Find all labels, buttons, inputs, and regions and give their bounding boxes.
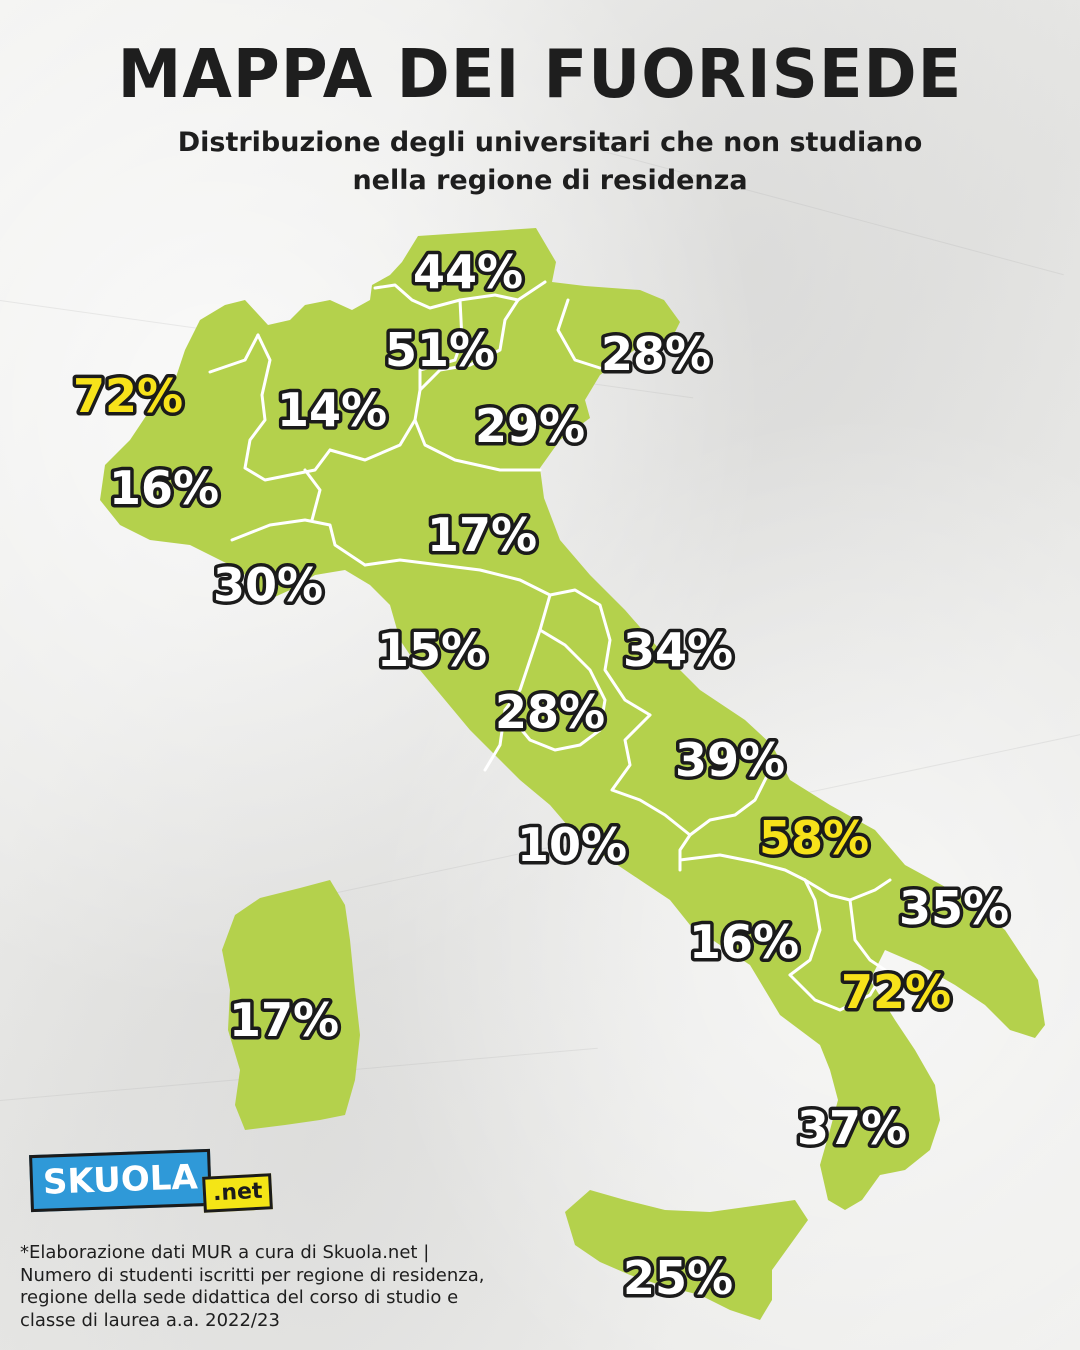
region-borders [208,280,892,1012]
page-title: MAPPA DEI FUORISEDE [117,36,963,114]
logo-brand: SKUOLA [29,1148,212,1213]
region-label-molise: 58% [759,811,869,865]
region-label-lazio: 10% [517,818,627,872]
region-label-friuli-venezia-giulia: 28% [601,327,711,381]
subtitle-line-1: Distribuzione degli universitari che non… [177,127,923,158]
border-toscana-north [363,558,552,597]
subtitle-line-2: nella regione di residenza [352,165,748,196]
border-molise-campania [678,853,807,882]
page-subtitle: Distribuzione degli universitari che non… [60,124,1040,200]
border-lazio [610,713,692,872]
border-piemonte-lombardia [243,333,332,482]
region-label-sardegna: 17% [229,993,339,1047]
sicily-shape [565,1190,808,1320]
map-land [100,228,1045,1320]
region-label-liguria: 30% [213,558,323,612]
region-label-basilicata: 72% [841,965,951,1019]
border-campania-basilicata [788,878,822,977]
region-label-lombardia-nord: 51% [385,323,495,377]
border-umbria [503,628,607,752]
footnote-line-1: *Elaborazione dati MUR a cura di Skuola.… [20,1242,430,1263]
region-label-puglia: 35% [899,881,1009,935]
skuola-logo: SKUOLA .net [29,1148,280,1213]
region-labels: 44% 51% 28% 72% 14% 29% 16% 17% 30% 15% 34% 28% 39% 1… [69,242,1012,1309]
region-label-emilia-romagna: 17% [427,508,537,562]
logo-suffix: .net [201,1173,274,1213]
border-emilia-toscana [303,468,322,522]
region-label-marche: 34% [623,623,733,677]
border-trentino [373,280,547,310]
border-lombardia-emilia [328,418,417,462]
region-label-toscana: 15% [377,623,487,677]
border-friuli [556,298,602,370]
region-label-lombardia: 14% [277,383,387,437]
border-basilicata-calabria [788,968,887,1012]
region-label-valle-d-aosta: 72% [73,369,183,423]
border-marche [548,588,652,717]
mainland-shape [100,228,1045,1210]
region-label-trentino-alto-adige: 44% [413,245,523,299]
border-veneto [413,298,542,472]
region-label-piemonte: 16% [109,461,219,515]
sardinia-shape [222,880,360,1130]
source-footnote: *Elaborazione dati MUR a cura di Skuola.… [20,1242,600,1332]
border-abruzzo-molise [688,768,772,837]
region-label-abruzzo: 39% [675,733,785,787]
footnote-line-3: regione della sede didattica del corso d… [20,1287,459,1308]
border-lombardia-north [418,298,464,392]
footnote-line-2: Numero di studenti iscritti per regione … [20,1264,485,1286]
border-basilicata-puglia [848,898,887,972]
region-label-calabria: 37% [797,1101,907,1155]
region-label-campania: 16% [689,915,799,969]
border-liguria [230,518,367,567]
region-label-sicilia: 25% [623,1251,733,1305]
border-valle-aosta [208,333,260,374]
region-label-veneto: 29% [475,399,585,453]
region-label-umbria: 28% [495,685,605,739]
footnote-line-4: classe di laurea a.a. 2022/23 [20,1309,280,1331]
